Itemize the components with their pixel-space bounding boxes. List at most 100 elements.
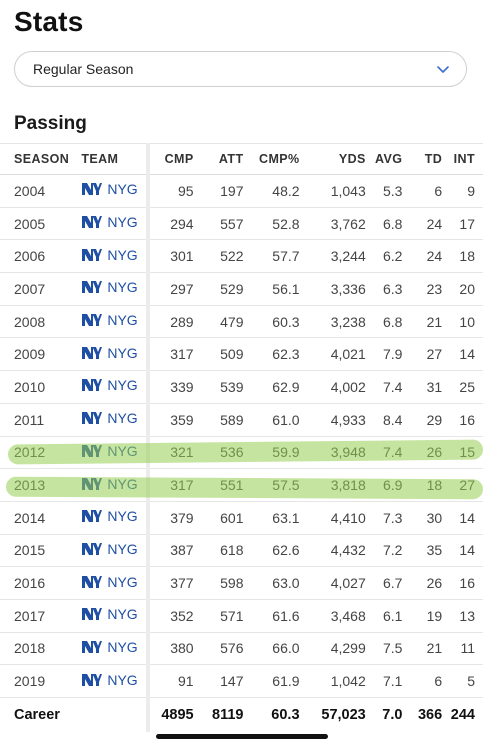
team-abbr: NYG (107, 377, 138, 394)
cmp-cell: 289 (147, 305, 194, 339)
team-cell[interactable]: NYG (73, 239, 150, 274)
season-cell: 2008 (0, 305, 74, 339)
table-row[interactable]: 2015 NYG 387 618 62.6 4,432 7.2 35 14 (0, 534, 483, 568)
yds-cell: 4,027 (299, 566, 366, 600)
att-cell: 529 (193, 272, 244, 306)
table-row[interactable]: 2013 NYG 317 551 57.5 3,818 6.9 18 27 (0, 468, 483, 502)
yds-cell: 3,244 (299, 239, 366, 274)
table-row[interactable]: 2014 NYG 379 601 63.1 4,410 7.3 30 14 (0, 501, 483, 535)
cmp-pct-cell: 62.3 (243, 337, 300, 372)
season-cell: 2011 (0, 403, 74, 437)
cmp-cell: 380 (147, 632, 194, 666)
header-int[interactable]: INT (442, 143, 483, 175)
td-cell: 30 (402, 501, 443, 535)
team-abbr: NYG (107, 214, 138, 231)
team-abbr: NYG (107, 638, 138, 655)
season-select[interactable]: Regular Season (14, 51, 467, 87)
team-cell[interactable]: NYG (73, 632, 150, 666)
cmp-pct-cell: 48.2 (243, 174, 300, 208)
header-att[interactable]: ATT (193, 143, 244, 175)
team-cell[interactable]: NYG (73, 305, 150, 339)
header-cmp-pct[interactable]: CMP% (243, 143, 300, 175)
table-row[interactable]: 2011 NYG 359 589 61.0 4,933 8.4 29 16 (0, 403, 483, 437)
cmp-pct-cell: 61.0 (243, 403, 300, 437)
table-row[interactable]: 2004 NYG 95 197 48.2 1,043 5.3 6 9 (0, 174, 483, 208)
ny-giants-logo-icon (82, 216, 103, 229)
avg-cell: 6.9 (365, 468, 403, 502)
int-cell: 10 (442, 305, 483, 339)
att-cell: 598 (193, 566, 244, 600)
int-cell: 9 (442, 174, 483, 208)
table-row[interactable]: 2018 NYG 380 576 66.0 4,299 7.5 21 11 (0, 632, 483, 666)
ny-giants-logo-icon (82, 281, 103, 294)
yds-cell: 4,933 (299, 403, 366, 437)
team-cell[interactable]: NYG (73, 599, 150, 633)
team-cell[interactable]: NYG (73, 174, 150, 208)
header-yds[interactable]: YDS (299, 143, 366, 175)
td-cell: 35 (402, 534, 443, 568)
team-cell[interactable]: NYG (73, 436, 150, 470)
int-cell: 25 (442, 370, 483, 404)
season-cell: 2016 (0, 566, 74, 600)
cmp-cell: 377 (147, 566, 194, 600)
td-cell: 29 (402, 403, 443, 437)
header-season[interactable]: SEASON (0, 143, 74, 175)
ny-giants-logo-icon (82, 673, 103, 686)
avg-cell: 5.3 (365, 174, 403, 208)
team-cell[interactable]: NYG (73, 664, 150, 698)
table-row[interactable]: 2012 NYG 321 536 59.9 3,948 7.4 26 15 (0, 436, 483, 470)
team-cell[interactable]: NYG (73, 468, 150, 502)
table-row[interactable]: 2008 NYG 289 479 60.3 3,238 6.8 21 10 (0, 305, 483, 339)
season-cell: 2015 (0, 534, 74, 568)
team-abbr: NYG (107, 540, 138, 557)
avg-cell: 7.1 (365, 664, 403, 698)
table-row[interactable]: 2016 NYG 377 598 63.0 4,027 6.7 26 16 (0, 566, 483, 600)
career-td: 366 (417, 707, 443, 723)
header-td[interactable]: TD (402, 143, 443, 175)
avg-cell: 6.8 (365, 305, 403, 339)
cmp-cell: 321 (147, 436, 194, 470)
header-team[interactable]: TEAM (73, 143, 150, 175)
table-row[interactable]: 2007 NYG 297 529 56.1 3,336 6.3 23 20 (0, 272, 483, 306)
att-cell: 589 (193, 403, 244, 437)
cmp-pct-cell: 56.1 (243, 272, 300, 306)
table-row[interactable]: 2006 NYG 301 522 57.7 3,244 6.2 24 18 (0, 239, 483, 274)
att-cell: 479 (193, 305, 244, 339)
header-avg[interactable]: AVG (365, 143, 403, 175)
table-row[interactable]: 2009 NYG 317 509 62.3 4,021 7.9 27 14 (0, 337, 483, 372)
cmp-pct-cell: 63.1 (243, 501, 300, 535)
team-cell[interactable]: NYG (73, 403, 150, 437)
team-cell[interactable]: NYG (73, 337, 150, 372)
table-row[interactable]: 2010 NYG 339 539 62.9 4,002 7.4 31 25 (0, 370, 483, 404)
team-cell[interactable]: NYG (73, 370, 150, 404)
table-row[interactable]: 2017 NYG 352 571 61.6 3,468 6.1 19 13 (0, 599, 483, 633)
team-abbr: NYG (107, 442, 138, 459)
header-cmp[interactable]: CMP (147, 143, 194, 175)
season-cell: 2018 (0, 632, 74, 666)
team-abbr: NYG (107, 410, 138, 427)
att-cell: 551 (193, 468, 244, 502)
team-cell[interactable]: NYG (73, 272, 150, 306)
team-cell[interactable]: NYG (73, 566, 150, 600)
table-row[interactable]: 2005 NYG 294 557 52.8 3,762 6.8 24 17 (0, 207, 483, 241)
int-cell: 11 (442, 632, 483, 666)
att-cell: 601 (193, 501, 244, 535)
team-cell[interactable]: NYG (73, 207, 150, 241)
att-cell: 522 (193, 239, 244, 274)
int-cell: 20 (442, 272, 483, 306)
table-row[interactable]: 2019 NYG 91 147 61.9 1,042 7.1 6 5 (0, 664, 483, 698)
home-indicator[interactable] (156, 734, 328, 739)
att-cell: 509 (193, 337, 244, 372)
td-cell: 26 (402, 566, 443, 600)
avg-cell: 7.4 (365, 370, 403, 404)
season-cell: 2004 (0, 174, 74, 208)
ny-giants-logo-icon (82, 248, 103, 261)
yds-cell: 4,002 (299, 370, 366, 404)
career-int: 244 (450, 707, 475, 723)
team-cell[interactable]: NYG (73, 501, 150, 535)
ny-giants-logo-icon (82, 640, 103, 653)
td-cell: 27 (402, 337, 443, 372)
team-cell[interactable]: NYG (73, 534, 150, 568)
td-cell: 31 (402, 370, 443, 404)
td-cell: 24 (402, 239, 443, 274)
